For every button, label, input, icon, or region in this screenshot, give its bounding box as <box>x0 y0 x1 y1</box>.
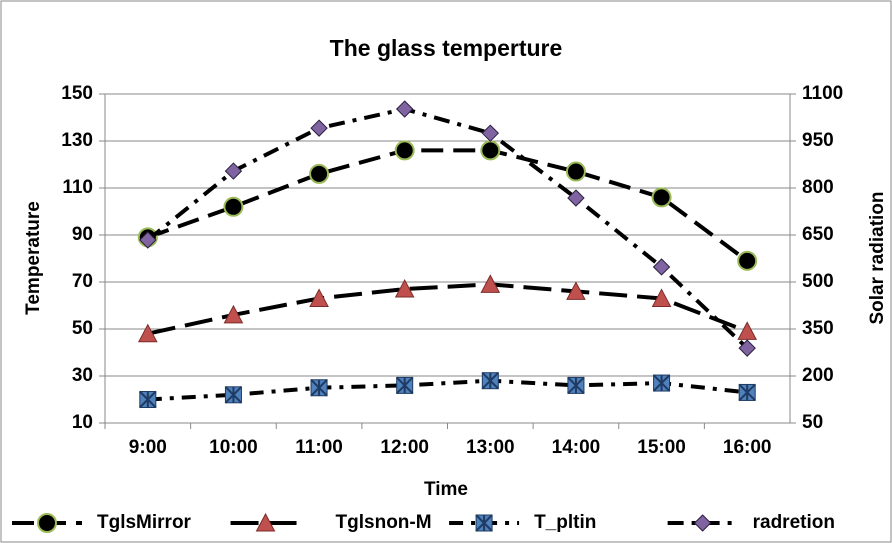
point <box>480 140 501 161</box>
y2-tick-label: 950 <box>802 130 834 151</box>
point <box>737 321 758 340</box>
point <box>566 281 586 300</box>
legend-item: T_pltin <box>449 512 596 533</box>
legend-item: Tglsnon-M <box>230 512 432 533</box>
x-tick-label: 12:00 <box>380 437 429 458</box>
series <box>137 140 758 271</box>
point-cross <box>738 383 756 402</box>
point <box>137 323 158 343</box>
series-line <box>146 106 749 350</box>
point <box>309 288 329 307</box>
y-tick-label: 50 <box>72 318 93 339</box>
series <box>139 100 756 357</box>
point-cross <box>481 371 500 390</box>
legend-item: TglsMirror <box>12 512 192 533</box>
legend-label: radretion <box>753 512 835 533</box>
point <box>651 288 672 307</box>
y2-tick-label: 50 <box>802 412 823 433</box>
series-line <box>147 148 749 263</box>
x-tick-label: 11:00 <box>295 437 343 458</box>
y2-tick-label: 800 <box>802 177 834 198</box>
y-tick-label: 10 <box>72 412 93 433</box>
point <box>565 161 586 182</box>
point <box>395 100 414 118</box>
legend-label: TglsMirror <box>97 512 192 533</box>
y-tick-label: 30 <box>72 365 93 386</box>
point <box>652 258 671 276</box>
point <box>394 140 415 161</box>
x-tick-label: 15:00 <box>637 437 686 458</box>
point <box>394 278 415 298</box>
point-cross <box>652 374 671 392</box>
legend-item: radretion <box>667 512 835 533</box>
point <box>223 196 244 217</box>
y-tick-label: 70 <box>72 271 93 292</box>
chart-title: The glass temperture <box>330 35 563 61</box>
x-axis-label: Time <box>424 479 468 500</box>
point <box>693 514 712 532</box>
series-line <box>147 378 748 402</box>
y2-tick-label: 1100 <box>802 83 843 104</box>
point <box>481 124 500 142</box>
y2-tick-label: 650 <box>802 224 834 245</box>
y2-tick-label: 350 <box>802 318 834 339</box>
y2-axis-label: Solar radiation <box>867 191 888 324</box>
legend-label: T_pltin <box>534 512 596 533</box>
y2-tick-label: 200 <box>802 365 834 386</box>
point-cross <box>567 376 585 395</box>
point <box>737 250 758 271</box>
series <box>137 274 758 343</box>
y-tick-label: 90 <box>72 224 93 245</box>
point-cross <box>310 379 328 397</box>
y-tick-label: 150 <box>61 83 93 104</box>
point <box>224 162 243 180</box>
point <box>139 231 157 249</box>
y-axis-label: Temperature <box>23 201 44 315</box>
point-cross <box>224 386 243 404</box>
y2-tick-label: 500 <box>802 271 834 292</box>
x-tick-label: 9:00 <box>129 437 167 458</box>
point <box>37 513 57 533</box>
point <box>309 163 330 184</box>
point-cross <box>139 390 157 409</box>
y-tick-label: 130 <box>61 130 93 151</box>
point <box>310 119 328 137</box>
x-tick-label: 16:00 <box>723 437 772 458</box>
legend-label: Tglsnon-M <box>336 512 432 533</box>
point <box>738 339 756 357</box>
point <box>567 189 585 207</box>
point <box>651 187 672 208</box>
point-cross <box>475 514 493 532</box>
point <box>480 274 501 293</box>
series <box>139 371 756 409</box>
point <box>223 304 244 324</box>
x-tick-label: 13:00 <box>466 437 515 458</box>
point <box>255 512 276 532</box>
x-tick-label: 14:00 <box>552 437 601 458</box>
point-cross <box>395 376 414 395</box>
series-line <box>147 282 748 336</box>
y-tick-label: 110 <box>62 177 93 198</box>
x-tick-label: 10:00 <box>209 437 258 458</box>
